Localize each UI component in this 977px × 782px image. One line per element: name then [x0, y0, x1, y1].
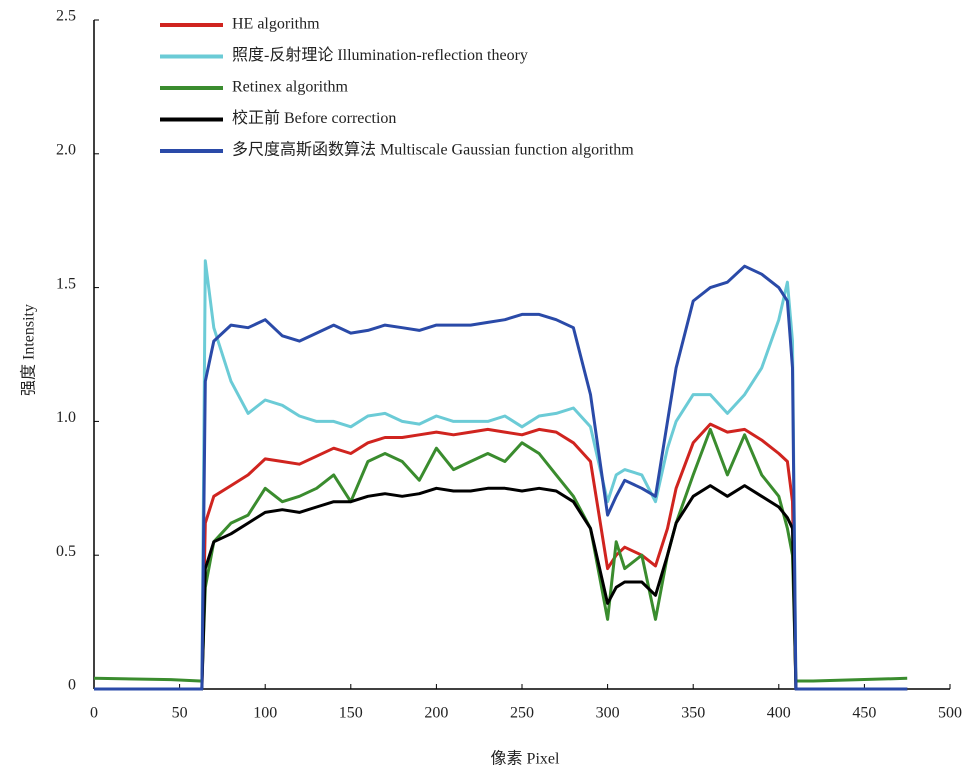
x-tick-label: 450: [852, 705, 876, 722]
series-line: [94, 264, 908, 691]
y-tick-label: 1.5: [56, 275, 76, 292]
series-line: [93, 427, 908, 683]
x-tick-label: 350: [681, 705, 705, 722]
x-tick-label: 300: [596, 705, 620, 722]
legend-label: HE algorithm: [232, 16, 320, 33]
y-tick-label: 0.5: [56, 543, 76, 560]
x-tick-label: 500: [938, 705, 962, 722]
legend-label: Retinex algorithm: [232, 79, 349, 96]
series-line: [94, 484, 908, 691]
x-tick-label: 0: [90, 705, 98, 722]
x-tick-label: 400: [767, 705, 791, 722]
x-tick-label: 200: [424, 705, 448, 722]
y-axis-label: 强度 Intensity: [20, 304, 38, 396]
x-tick-label: 250: [510, 705, 534, 722]
y-tick-label: 0: [68, 677, 76, 694]
x-tick-label: 50: [172, 705, 188, 722]
series-line: [94, 259, 908, 691]
y-tick-label: 1.0: [56, 409, 76, 426]
x-tick-label: 100: [253, 705, 277, 722]
x-axis-label: 像素 Pixel: [491, 750, 560, 768]
legend-label: 照度-反射理论 Illumination-reflection theory: [232, 46, 528, 64]
legend-label: 多尺度高斯函数算法 Multiscale Gaussian function a…: [232, 140, 634, 159]
y-tick-label: 2.0: [56, 141, 76, 158]
series-line: [94, 422, 908, 691]
legend-label: 校正前 Before correction: [232, 109, 396, 127]
y-tick-label: 2.5: [56, 8, 76, 25]
x-tick-label: 150: [339, 705, 363, 722]
